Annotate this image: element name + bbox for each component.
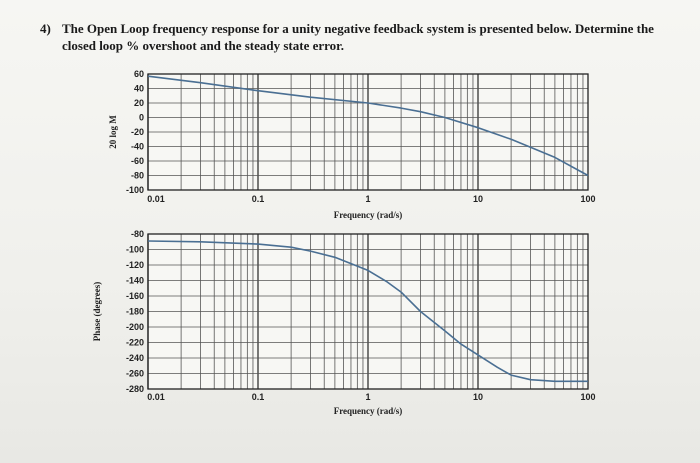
y-tick-label: -100 — [126, 185, 144, 195]
y-tick-label: -120 — [126, 260, 144, 270]
x-tick-label: 100 — [580, 392, 595, 402]
x-tick-label: 0.1 — [252, 194, 265, 204]
question-number: 4) — [40, 21, 51, 36]
y-axis-label: Phase (degrees) — [92, 282, 102, 342]
y-tick-label: -160 — [126, 291, 144, 301]
y-axis-label: 20 log M — [108, 115, 118, 149]
x-axis-label: Frequency (rad/s) — [334, 406, 403, 416]
x-tick-label: 100 — [580, 194, 595, 204]
x-tick-label: 1 — [365, 392, 370, 402]
x-tick-label: 10 — [473, 194, 483, 204]
x-tick-label: 0.1 — [252, 392, 265, 402]
x-axis-label: Frequency (rad/s) — [334, 210, 403, 220]
question-text: 4) The Open Loop frequency response for a… — [40, 20, 660, 54]
plot-frame — [147, 73, 589, 191]
question-line-1-text: The Open Loop frequency response for a u… — [62, 21, 654, 36]
y-tick-label: -80 — [131, 229, 144, 239]
y-tick-label: -260 — [126, 369, 144, 379]
series-line-1 — [147, 75, 589, 177]
y-tick-label: -200 — [126, 322, 144, 332]
y-tick-label: -20 — [131, 127, 144, 137]
y-tick-label: -40 — [131, 142, 144, 152]
y-tick-label: -140 — [126, 276, 144, 286]
plot-frame — [147, 233, 589, 390]
y-tick-label: 0 — [139, 113, 144, 123]
x-tick-label: 10 — [473, 392, 483, 402]
y-tick-label: -180 — [126, 307, 144, 317]
y-tick-label: 20 — [134, 98, 144, 108]
y-tick-label: -240 — [126, 353, 144, 363]
x-tick-label: 0.01 — [147, 194, 165, 204]
y-tick-label: 60 — [134, 69, 144, 79]
x-tick-label: 1 — [365, 194, 370, 204]
y-tick-label: 40 — [134, 84, 144, 94]
y-tick-label: -220 — [126, 338, 144, 348]
question-line-1: 4) The Open Loop frequency response for a… — [40, 20, 660, 37]
y-tick-label: -100 — [126, 245, 144, 255]
series-line-1 — [147, 240, 588, 383]
y-tick-label: -60 — [131, 156, 144, 166]
y-tick-label: -280 — [126, 384, 144, 394]
chart-2: -80 -100 -120 -140 -160 -180 -200 -220 -240 -260 -… — [92, 229, 596, 416]
question-line-2: closed loop % overshoot and the steady s… — [62, 38, 345, 53]
x-tick-label: 0.01 — [147, 392, 165, 402]
y-tick-label: -80 — [131, 171, 144, 181]
